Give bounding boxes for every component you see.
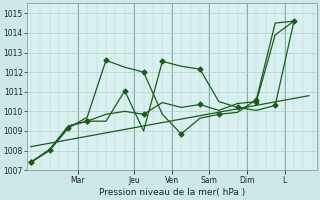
X-axis label: Pression niveau de la mer( hPa ): Pression niveau de la mer( hPa ): [99, 188, 245, 197]
